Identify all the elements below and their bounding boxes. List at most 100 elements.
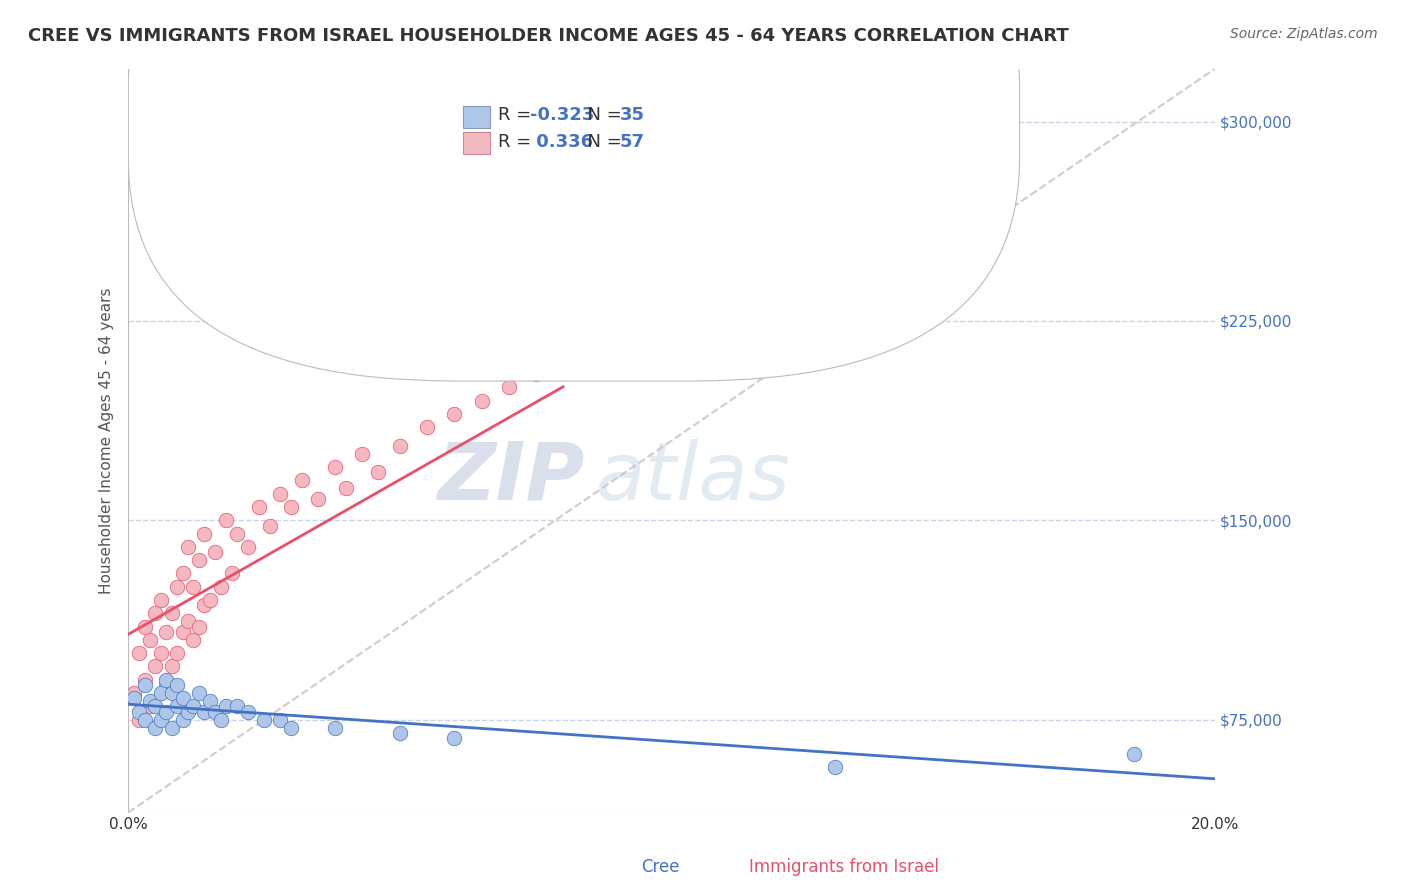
- Point: [166, 580, 188, 594]
- Point: [769, 301, 792, 315]
- Text: 0.336: 0.336: [530, 133, 593, 151]
- Text: N =: N =: [576, 133, 627, 151]
- Point: [155, 624, 177, 639]
- Point: [172, 624, 194, 639]
- Point: [209, 580, 232, 594]
- Text: Immigrants from Israel: Immigrants from Israel: [748, 858, 939, 876]
- Text: -0.323: -0.323: [530, 106, 595, 124]
- FancyBboxPatch shape: [128, 0, 1019, 381]
- Point: [166, 699, 188, 714]
- Text: Cree: Cree: [641, 858, 681, 876]
- Point: [155, 678, 177, 692]
- Point: [139, 632, 162, 647]
- Text: N =: N =: [576, 106, 627, 124]
- Point: [166, 678, 188, 692]
- Point: [155, 705, 177, 719]
- Point: [204, 705, 226, 719]
- Point: [172, 566, 194, 581]
- Point: [388, 726, 411, 740]
- Point: [193, 526, 215, 541]
- Bar: [463, 106, 491, 128]
- Point: [193, 705, 215, 719]
- Point: [291, 474, 314, 488]
- Point: [149, 593, 172, 607]
- Bar: [463, 132, 491, 154]
- Point: [172, 691, 194, 706]
- Point: [122, 691, 145, 706]
- Point: [198, 694, 221, 708]
- Point: [443, 731, 465, 746]
- Point: [350, 447, 373, 461]
- Text: 35: 35: [620, 106, 644, 124]
- Point: [145, 606, 167, 620]
- Text: atlas: atlas: [596, 439, 790, 516]
- Point: [172, 713, 194, 727]
- Point: [388, 439, 411, 453]
- Point: [187, 553, 209, 567]
- Point: [498, 380, 520, 394]
- Point: [226, 699, 249, 714]
- Point: [177, 540, 200, 554]
- Point: [335, 481, 357, 495]
- Text: 57: 57: [620, 133, 644, 151]
- Point: [280, 500, 302, 514]
- Point: [661, 327, 683, 342]
- Point: [177, 705, 200, 719]
- Point: [323, 460, 346, 475]
- Point: [226, 526, 249, 541]
- Point: [128, 705, 150, 719]
- Point: [177, 614, 200, 628]
- Point: [160, 606, 183, 620]
- Point: [183, 580, 205, 594]
- Point: [139, 699, 162, 714]
- Point: [134, 713, 156, 727]
- Point: [1122, 747, 1144, 761]
- Point: [149, 646, 172, 660]
- Point: [269, 486, 291, 500]
- Point: [128, 646, 150, 660]
- Point: [714, 314, 737, 328]
- Point: [247, 500, 270, 514]
- Point: [145, 699, 167, 714]
- Point: [221, 566, 243, 581]
- Point: [166, 646, 188, 660]
- Point: [323, 721, 346, 735]
- Point: [160, 659, 183, 673]
- Point: [236, 705, 259, 719]
- Point: [193, 599, 215, 613]
- Point: [443, 407, 465, 421]
- Text: R =: R =: [498, 133, 537, 151]
- Point: [215, 699, 238, 714]
- Y-axis label: Householder Income Ages 45 - 64 years: Householder Income Ages 45 - 64 years: [100, 287, 114, 594]
- Point: [280, 721, 302, 735]
- Point: [253, 713, 276, 727]
- Point: [187, 686, 209, 700]
- Point: [606, 341, 628, 355]
- Text: R =: R =: [498, 106, 537, 124]
- Point: [215, 513, 238, 527]
- Point: [470, 393, 492, 408]
- Text: CREE VS IMMIGRANTS FROM ISRAEL HOUSEHOLDER INCOME AGES 45 - 64 YEARS CORRELATION: CREE VS IMMIGRANTS FROM ISRAEL HOUSEHOLD…: [28, 27, 1069, 45]
- Point: [160, 721, 183, 735]
- Point: [187, 619, 209, 633]
- Point: [139, 694, 162, 708]
- Point: [524, 367, 547, 381]
- Text: Source: ZipAtlas.com: Source: ZipAtlas.com: [1230, 27, 1378, 41]
- Point: [209, 713, 232, 727]
- Text: ZIP: ZIP: [437, 439, 585, 516]
- Point: [416, 420, 439, 434]
- Point: [134, 619, 156, 633]
- Point: [145, 659, 167, 673]
- Point: [134, 673, 156, 687]
- Point: [308, 491, 330, 506]
- Point: [183, 699, 205, 714]
- Point: [824, 287, 846, 301]
- Point: [367, 466, 389, 480]
- Point: [155, 673, 177, 687]
- Point: [149, 686, 172, 700]
- Point: [551, 353, 574, 368]
- Point: [122, 686, 145, 700]
- Point: [149, 713, 172, 727]
- Point: [236, 540, 259, 554]
- Point: [259, 518, 281, 533]
